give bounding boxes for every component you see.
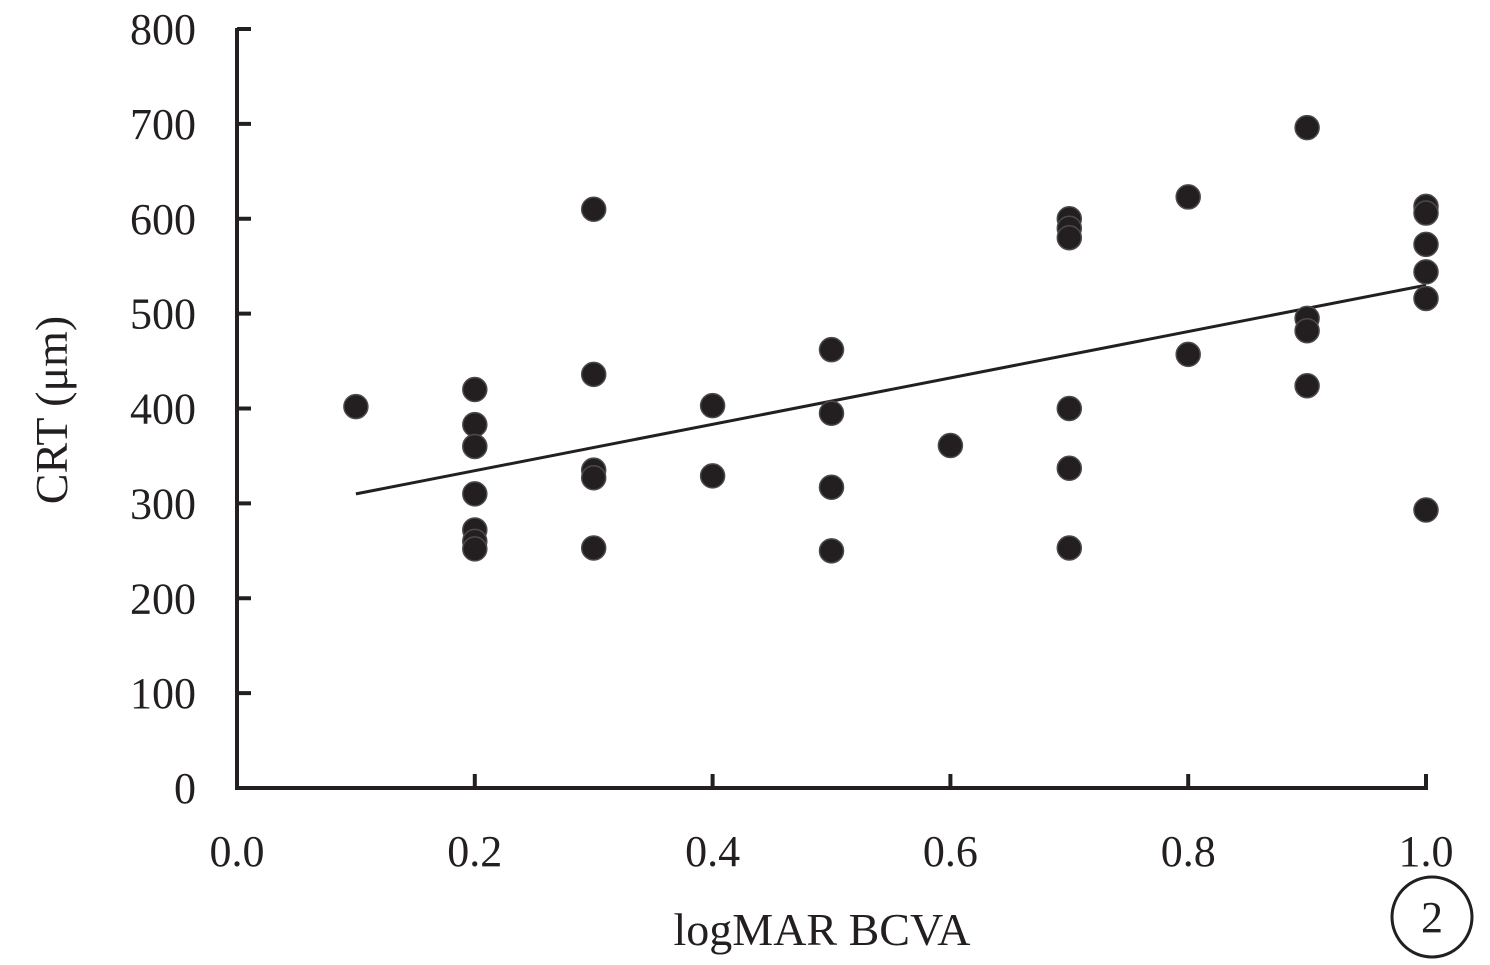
panel-badge: 2 — [1390, 875, 1474, 959]
data-point — [1413, 285, 1439, 312]
data-point — [818, 336, 845, 363]
data-point — [1413, 200, 1439, 226]
y-tick-label: 100 — [130, 669, 196, 718]
data-point — [699, 392, 726, 419]
y-tick-label: 700 — [130, 100, 196, 149]
x-tick-label: 1.0 — [1399, 827, 1454, 876]
data-point — [1056, 224, 1083, 251]
data-point — [937, 432, 964, 459]
y-axis-ticks: 0 100 200 300 400 500 600 700 800 — [130, 5, 251, 813]
y-tick-label: 800 — [130, 5, 196, 54]
data-point — [343, 393, 369, 420]
x-tick-label: 0.4 — [685, 827, 740, 876]
x-tick-label: 0.0 — [210, 827, 265, 876]
data-point — [1294, 317, 1320, 344]
data-point — [1294, 372, 1320, 399]
data-point — [699, 463, 726, 489]
data-point — [580, 196, 607, 223]
trendline-group — [355, 283, 1427, 496]
data-point — [1056, 535, 1083, 561]
y-tick-label: 300 — [130, 479, 196, 528]
data-point — [818, 400, 845, 426]
y-tick-label: 400 — [130, 385, 196, 434]
y-tick-label: 500 — [130, 290, 196, 339]
data-point — [462, 411, 488, 438]
x-axis-ticks: 0.0 0.2 0.4 0.6 0.8 1.0 — [210, 774, 1454, 876]
y-tick-label: 0 — [174, 764, 196, 813]
x-tick-label: 0.6 — [923, 827, 978, 876]
data-point — [1413, 497, 1439, 523]
data-point — [1294, 114, 1320, 141]
data-point — [818, 474, 845, 500]
y-axis-title: CRT (μm) — [26, 316, 77, 504]
data-point — [580, 535, 607, 561]
data-point — [580, 361, 607, 388]
data-point — [818, 538, 845, 564]
data-point — [1413, 231, 1439, 258]
data-point — [1175, 184, 1201, 210]
data-point — [1413, 259, 1439, 285]
trendline — [355, 283, 1427, 496]
x-tick-label: 0.8 — [1161, 827, 1216, 876]
x-axis-title: logMAR BCVA — [674, 904, 971, 955]
data-point — [462, 376, 488, 403]
x-tick-label: 0.2 — [447, 827, 502, 876]
data-point — [462, 481, 488, 507]
data-point — [1175, 341, 1201, 368]
panel-badge-circle — [1390, 875, 1474, 959]
data-point — [1056, 455, 1083, 482]
data-point — [462, 433, 488, 460]
data-point — [462, 536, 488, 562]
y-tick-label: 600 — [130, 195, 196, 244]
y-tick-label: 200 — [130, 574, 196, 623]
data-point — [580, 465, 607, 491]
data-point — [1056, 395, 1083, 422]
data-points — [343, 114, 1439, 564]
panel-badge-label: 2 — [1421, 893, 1443, 942]
